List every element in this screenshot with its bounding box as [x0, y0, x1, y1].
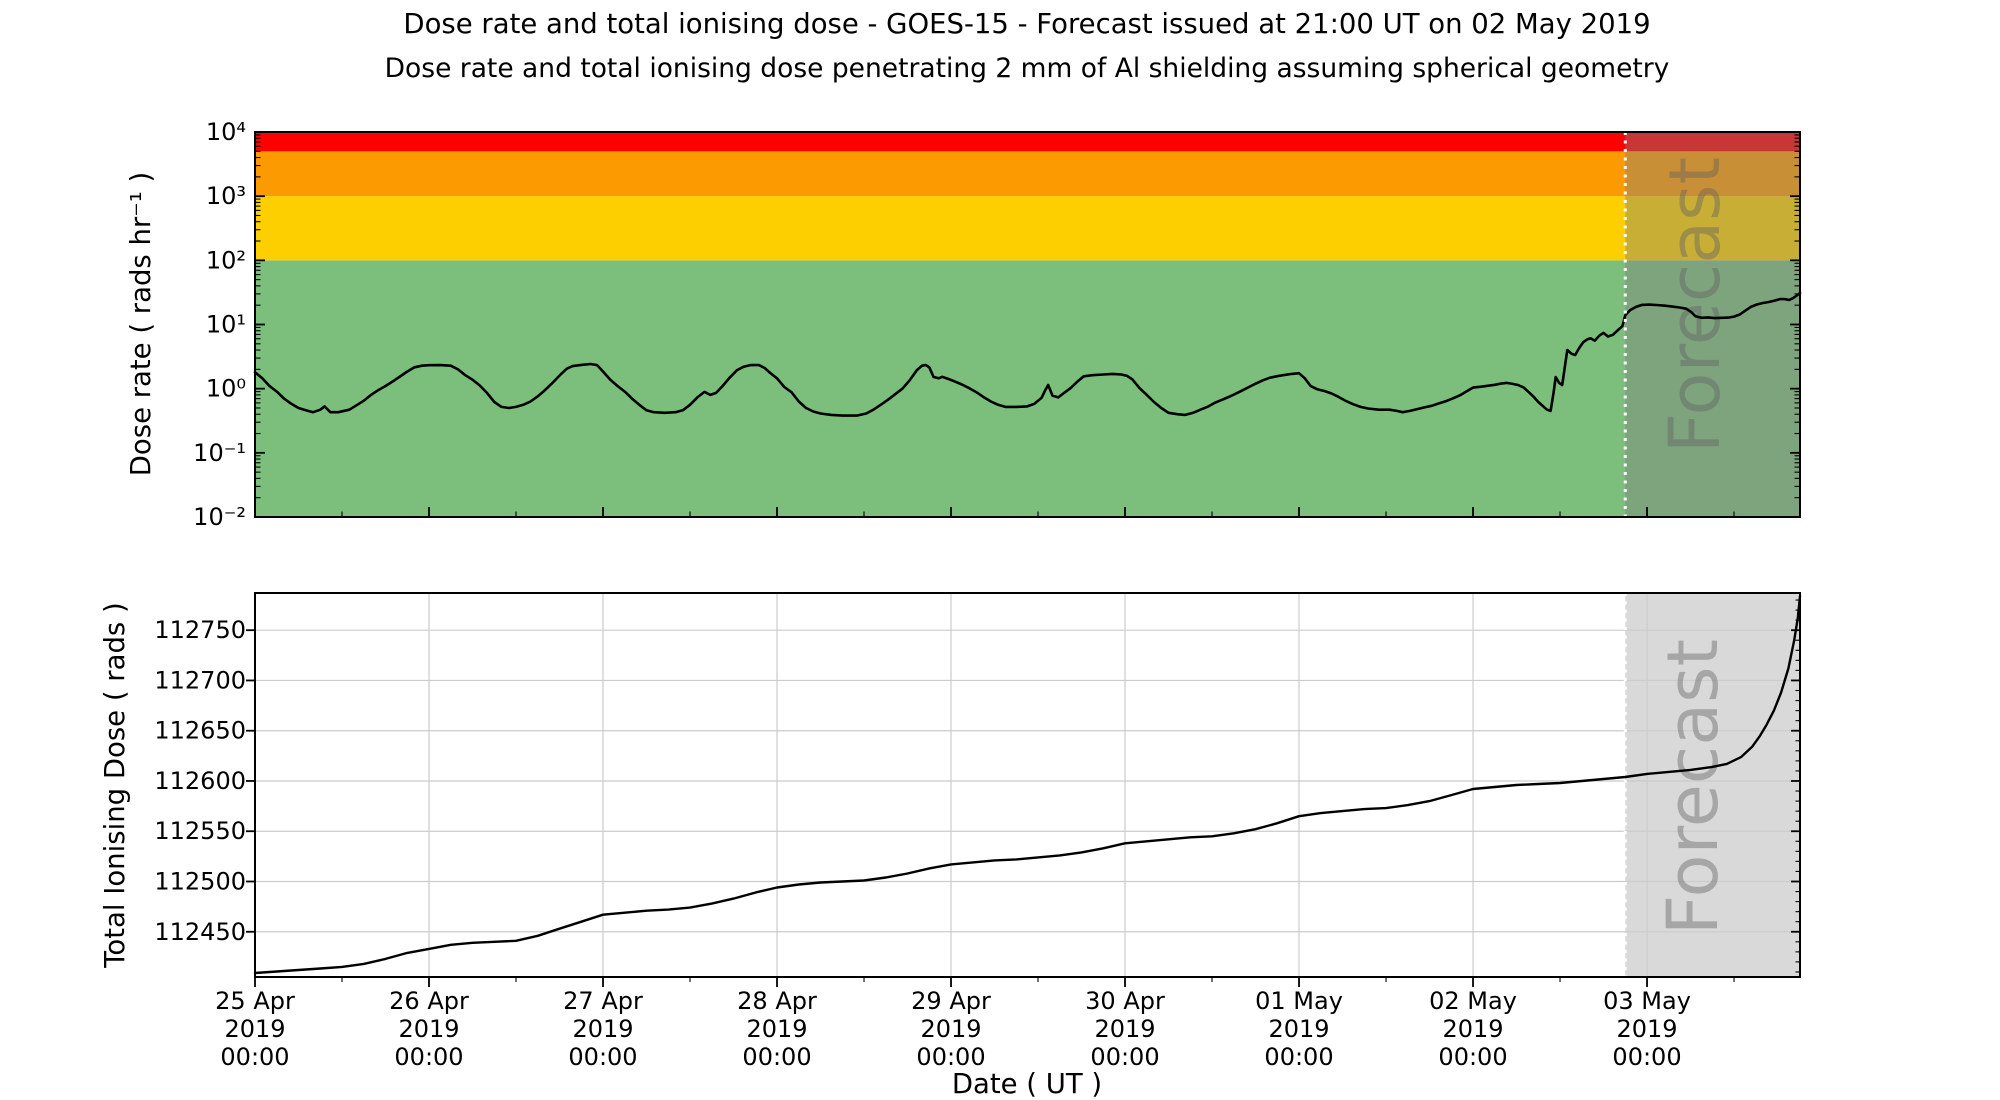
y-tick-label: 112650 — [154, 717, 246, 745]
y-tick-label: 10³ — [206, 182, 246, 210]
y-tick-label: 112450 — [154, 918, 246, 946]
dose-rate-y-axis-label: Dose rate ( rads hr⁻¹ ) — [125, 172, 157, 477]
x-tick-label: 29 Apr — [911, 987, 991, 1015]
chart-subtitle: Dose rate and total ionising dose penetr… — [385, 53, 1670, 84]
total-dose-line — [253, 594, 1802, 975]
y-tick-label: 10⁻² — [193, 503, 246, 531]
forecast-region-fill — [1625, 593, 1800, 977]
band-orange-alert — [255, 151, 1800, 197]
x-tick-label: 28 Apr — [737, 987, 817, 1015]
x-tick-label: 01 May — [1255, 987, 1343, 1015]
x-tick-label: 2019 — [1616, 1015, 1677, 1043]
total-dose-plot: Forecast 112450 112500 112550 112600 112650 11… — [154, 592, 1802, 1071]
forecast-watermark: Forecast — [1652, 639, 1734, 935]
x-tick-label: 00:00 — [220, 1043, 289, 1071]
y-tick-label: 10⁰ — [206, 375, 246, 403]
x-tick-label: 00:00 — [568, 1043, 637, 1071]
x-tick-label: 2019 — [398, 1015, 459, 1043]
y-tick-label: 112700 — [154, 666, 246, 694]
total-dose-y-axis-label: Total Ionising Dose ( rads ) — [99, 602, 131, 968]
y-tick-label: 112500 — [154, 868, 246, 896]
x-tick-label: 00:00 — [1090, 1043, 1159, 1071]
x-tick-label: 2019 — [224, 1015, 285, 1043]
x-tick-label: 2019 — [1268, 1015, 1329, 1043]
band-red-danger — [255, 132, 1800, 152]
x-tick-label: 00:00 — [394, 1043, 463, 1071]
x-tick-label: 00:00 — [742, 1043, 811, 1071]
x-tick-label: 03 May — [1603, 987, 1691, 1015]
x-tick-label: 00:00 — [1438, 1043, 1507, 1071]
y-tick-label: 10¹ — [206, 311, 246, 339]
x-tick-label: 02 May — [1429, 987, 1517, 1015]
x-axis-label: Date ( UT ) — [952, 1068, 1102, 1100]
x-tick-label: 2019 — [1442, 1015, 1503, 1043]
plot-border — [254, 592, 1801, 978]
x-tick-label: 2019 — [746, 1015, 807, 1043]
chart-title: Dose rate and total ionising dose - GOES… — [403, 8, 1650, 40]
x-tick-label: 2019 — [920, 1015, 981, 1043]
y-tick-label: 112750 — [154, 616, 246, 644]
x-tick-label: 26 Apr — [389, 987, 469, 1015]
plot-border — [254, 131, 1801, 518]
dose-rate-line — [253, 291, 1802, 417]
x-tick-label: 00:00 — [1264, 1043, 1333, 1071]
x-tick-label: 00:00 — [916, 1043, 985, 1071]
band-green-safe — [255, 260, 1800, 517]
y-tick-label: 112550 — [154, 817, 246, 845]
x-tick-label: 27 Apr — [563, 987, 643, 1015]
y-tick-label: 10² — [206, 246, 246, 274]
forecast-region-overlay — [1625, 132, 1800, 517]
x-tick-label: 25 Apr — [215, 987, 295, 1015]
y-tick-label: 112600 — [154, 767, 246, 795]
x-tick-label: 30 Apr — [1085, 987, 1165, 1015]
y-tick-label: 10⁴ — [206, 118, 246, 146]
x-tick-label: 2019 — [1094, 1015, 1155, 1043]
y-tick-label: 10⁻¹ — [193, 439, 246, 467]
x-tick-label: 2019 — [572, 1015, 633, 1043]
band-gold-warning — [255, 196, 1800, 261]
x-tick-label: 00:00 — [1612, 1043, 1681, 1071]
